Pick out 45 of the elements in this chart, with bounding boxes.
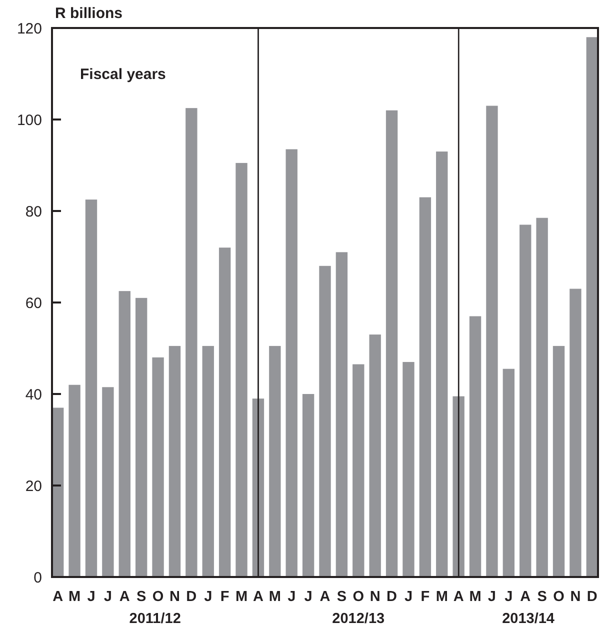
x-tick-label: N xyxy=(370,589,380,605)
x-tick-label: J xyxy=(288,589,296,605)
x-tick-label: S xyxy=(537,589,548,605)
y-tick-label: 60 xyxy=(25,294,42,312)
x-tick-label: N xyxy=(570,589,581,605)
x-tick-label: A xyxy=(119,589,130,605)
y-tick-label: 40 xyxy=(25,386,42,404)
y-tick-label: 0 xyxy=(34,569,42,586)
text: 2011/12 xyxy=(129,611,181,627)
x-tick-label: D xyxy=(186,589,197,605)
y-axis-title: R billions xyxy=(55,5,122,22)
x-tick-label: S xyxy=(336,589,347,605)
x-tick-label: M xyxy=(68,589,81,605)
x-tick-label: A xyxy=(453,589,464,605)
x-tick-label: D xyxy=(386,589,398,605)
x-tick-label: S xyxy=(136,589,146,605)
x-tick-label: A xyxy=(520,589,532,605)
x-tick-label: M xyxy=(469,589,482,605)
x-tick-label: J xyxy=(87,589,96,605)
x-tick-label: O xyxy=(352,589,364,605)
x-tick-label: A xyxy=(52,589,64,605)
x-tick-label: O xyxy=(152,589,164,605)
x-tick-label: A xyxy=(320,589,331,605)
x-tick-label: J xyxy=(204,589,212,605)
x-tick-label: F xyxy=(420,589,430,605)
text: 2012/13 xyxy=(332,611,385,627)
x-tick-label: J xyxy=(104,589,112,605)
x-tick-label: A xyxy=(252,589,264,605)
x-tick-label: J xyxy=(488,589,496,605)
y-tick-label: 20 xyxy=(25,478,42,495)
y-tick-label: 100 xyxy=(16,112,42,129)
annotation: Fiscal years xyxy=(80,66,166,83)
x-tick-label: M xyxy=(235,589,248,605)
x-tick-label: D xyxy=(586,589,598,605)
x-tick-label: J xyxy=(304,589,312,605)
text: 2013/14 xyxy=(502,611,554,627)
x-tick-label: M xyxy=(268,589,281,605)
x-tick-label: J xyxy=(504,589,513,605)
x-tick-label: M xyxy=(436,589,448,605)
y-tick-label: 120 xyxy=(16,20,42,38)
x-tick-label: O xyxy=(553,589,564,605)
x-tick-label: N xyxy=(169,589,180,605)
y-tick-label: 80 xyxy=(25,203,42,220)
x-tick-label: F xyxy=(220,589,230,605)
x-tick-label: J xyxy=(404,589,413,605)
